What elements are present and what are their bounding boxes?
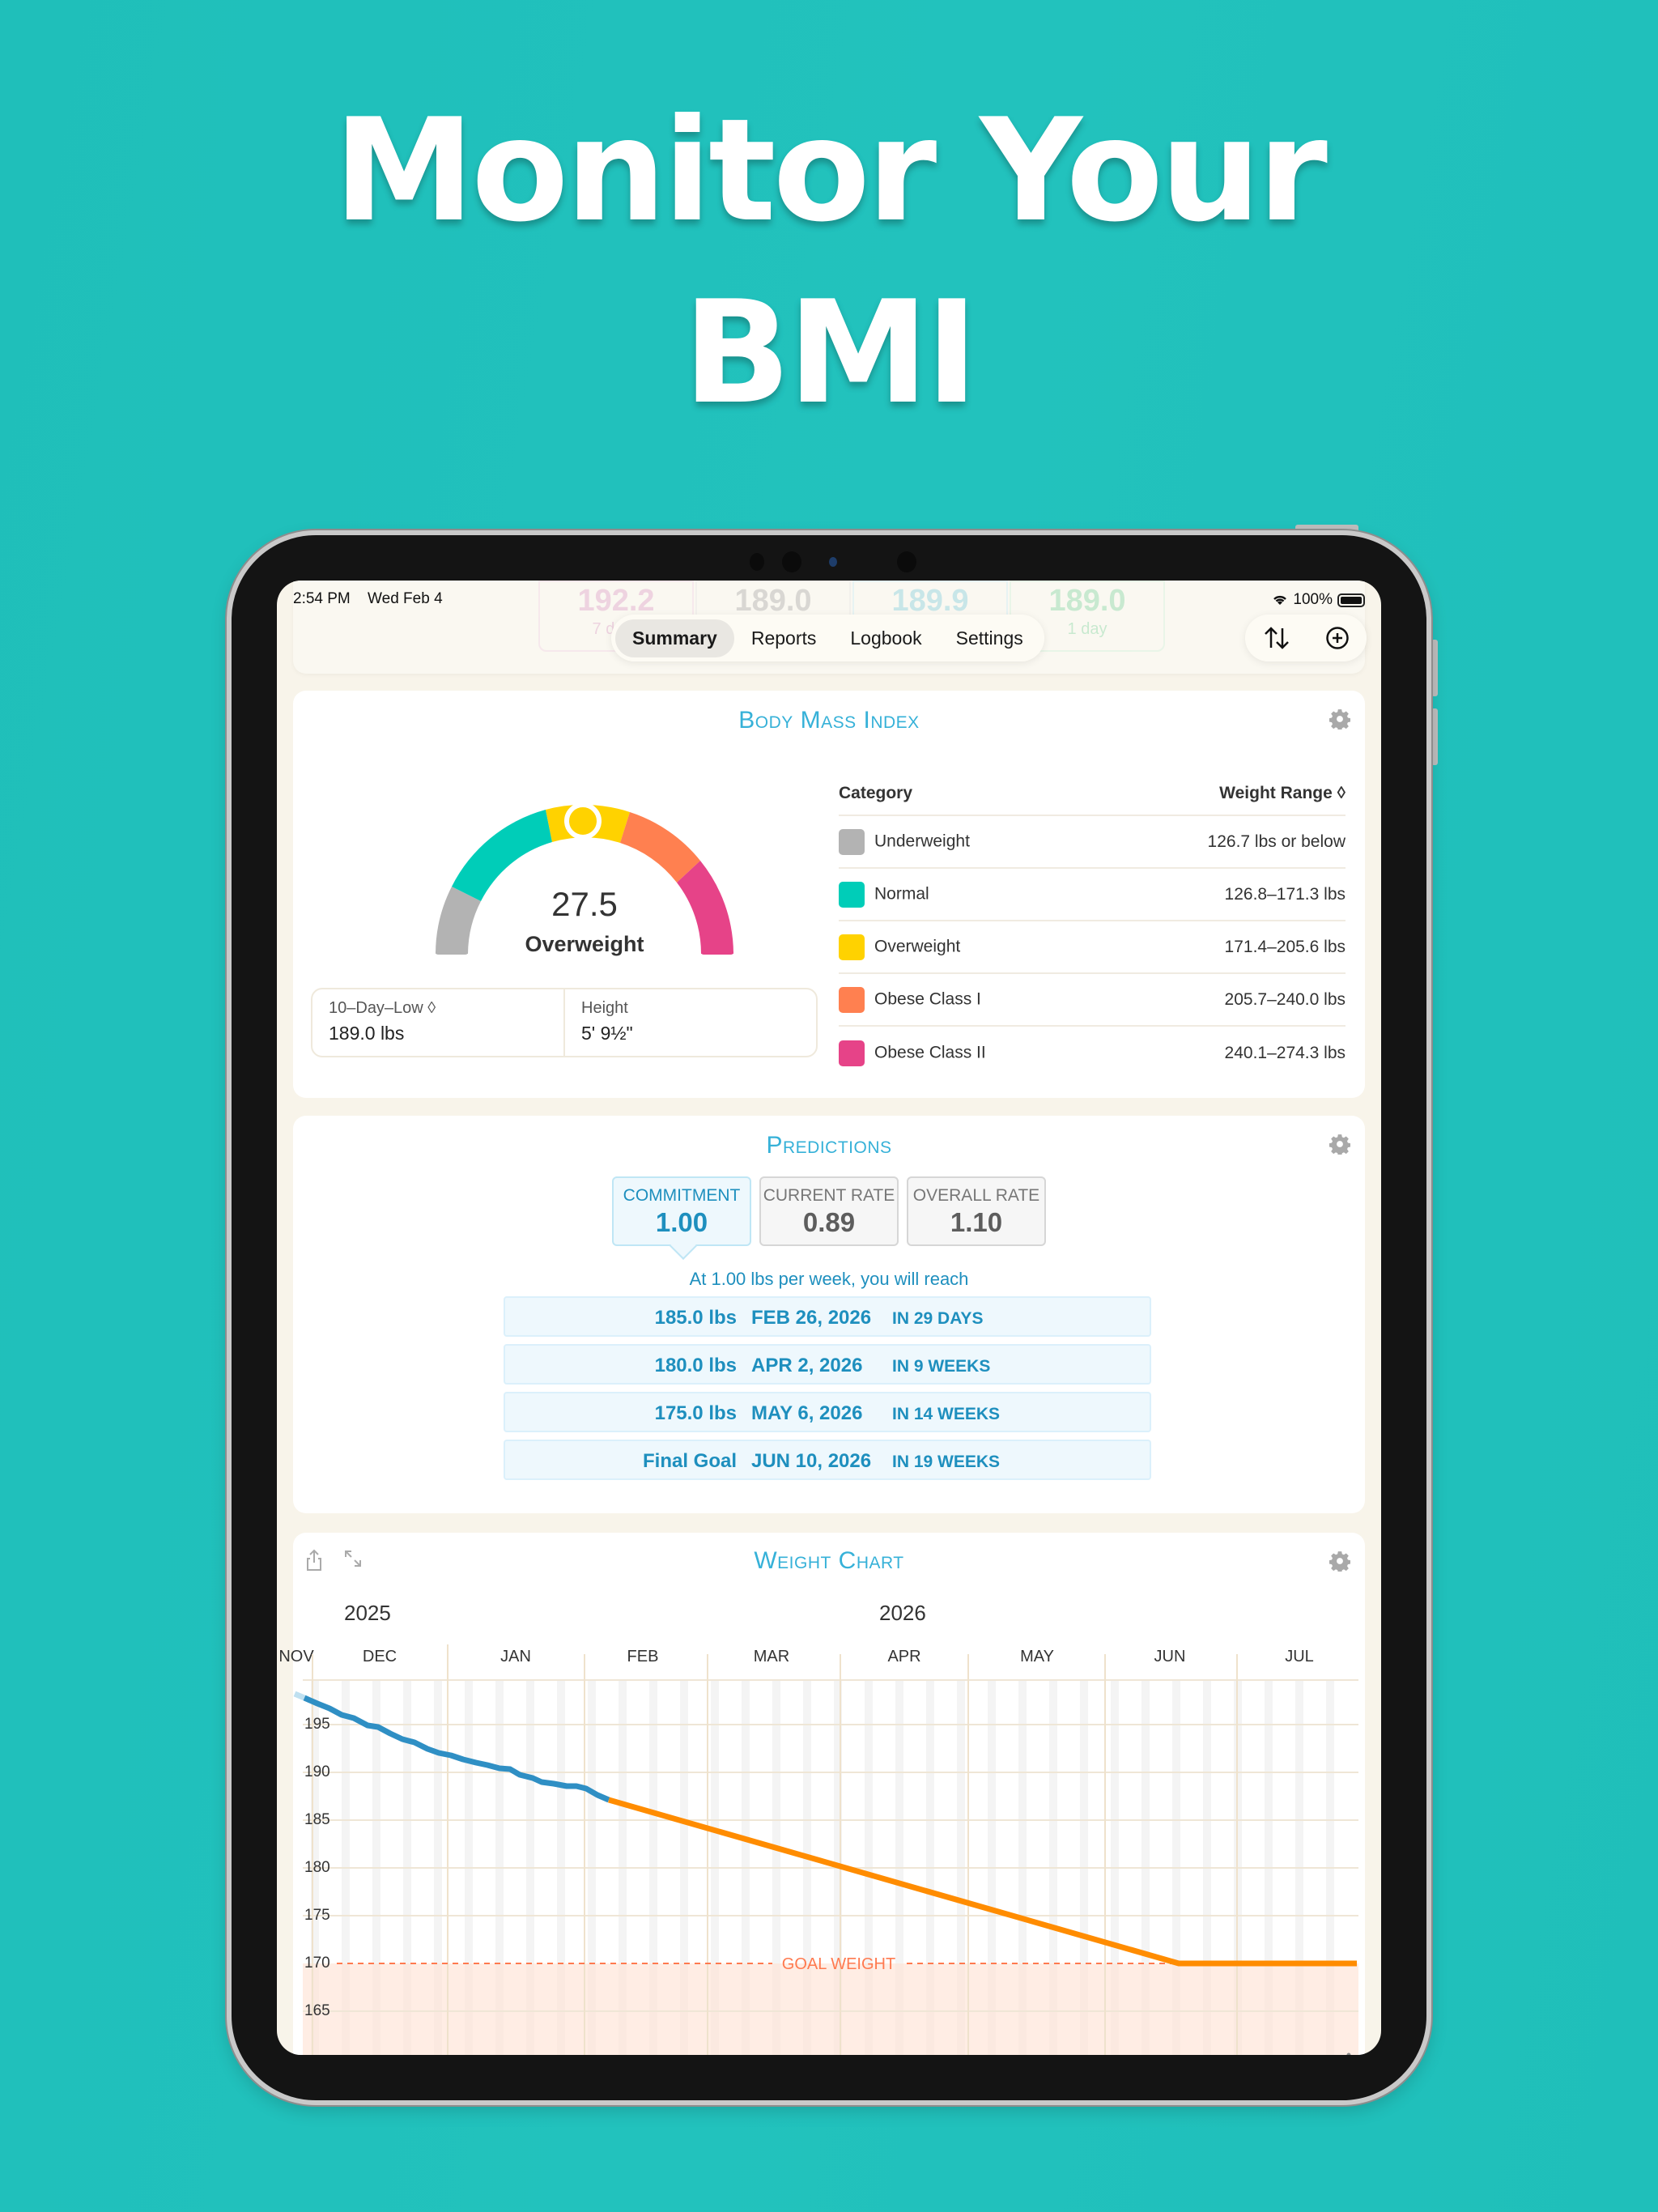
height-field[interactable]: Height 5' 9½" (563, 989, 816, 1056)
prediction-row: 185.0 lbs FEB 26, 2026 IN 29 DAYS (504, 1296, 1151, 1337)
y-tick: 185 (304, 1811, 330, 1828)
gear-icon[interactable] (1329, 708, 1350, 730)
gear-icon[interactable] (1329, 1551, 1350, 1572)
top-button (1295, 525, 1358, 533)
bmi-info-box: 10–Day–Low ◊ 189.0 lbs Height 5' 9½" (311, 988, 818, 1057)
month-label: JUL (1285, 1648, 1314, 1665)
battery-icon (1337, 593, 1365, 607)
camera-sensor (750, 553, 764, 571)
month-label: JAN (500, 1648, 531, 1665)
share-icon[interactable] (304, 1549, 324, 1572)
volume-up-button (1431, 640, 1438, 696)
month-label: FEB (627, 1648, 659, 1665)
wifi-icon (1273, 595, 1287, 605)
year-label: 2026 (879, 1601, 926, 1625)
swatch-obese-2 (839, 1040, 865, 1066)
predictions-title: Predictions (766, 1132, 892, 1159)
camera-sensor (782, 551, 801, 572)
month-label: MAY (1020, 1648, 1054, 1665)
prediction-row: 180.0 lbs APR 2, 2026 IN 9 WEEKS (504, 1344, 1151, 1385)
bmi-card: Body Mass Index 27.5 Overweight 10–Day–L… (293, 691, 1365, 1098)
prediction-row: Final Goal JUN 10, 2026 IN 19 WEEKS (504, 1440, 1151, 1480)
headline-line-1: Monitor Your (334, 89, 1328, 253)
volume-down-button (1431, 708, 1438, 765)
bmi-category: Overweight (525, 932, 644, 956)
y-tick: 195 (304, 1716, 330, 1733)
month-label: DEC (362, 1648, 397, 1665)
swatch-normal (839, 881, 865, 908)
y-tick: 165 (304, 2002, 330, 2019)
expand-icon[interactable] (343, 1549, 363, 1568)
tab-bar: Summary Reports Logbook Settings (611, 615, 1044, 661)
tab-settings[interactable]: Settings (955, 627, 1023, 649)
prediction-row: 175.0 lbs MAY 6, 2026 IN 14 WEEKS (504, 1392, 1151, 1432)
bmi-value: 27.5 (551, 885, 618, 923)
rate-selector: COMMITMENT 1.00 CURRENT RATE 0.89 OVERAL… (293, 1176, 1365, 1246)
status-time: 2:54 PM (293, 590, 351, 607)
bmi-category-table: Category Weight Range ◊ Underweight 126.… (839, 772, 1346, 1079)
bmi-gauge (436, 802, 733, 955)
bmi-card-title: Body Mass Index (738, 707, 920, 734)
commitment-rate-button[interactable]: COMMITMENT 1.00 (612, 1176, 751, 1246)
y-tick: 180 (304, 1859, 330, 1876)
table-row: Obese Class I 205.7–240.0 lbs (839, 974, 1346, 1027)
overall-rate-button[interactable]: OVERALL RATE 1.10 (907, 1176, 1046, 1246)
gear-icon[interactable] (1329, 1134, 1350, 1155)
month-label: JUN (1154, 1648, 1186, 1665)
tab-summary[interactable]: Summary (615, 619, 734, 657)
add-circle-icon[interactable] (1325, 626, 1350, 650)
ten-day-low-selector[interactable]: 10–Day–Low ◊ 189.0 lbs (329, 999, 436, 1044)
camera-sensor (897, 551, 916, 572)
y-tick: 170 (304, 1955, 330, 1972)
table-row: Underweight 126.7 lbs or below (839, 816, 1346, 869)
swatch-overweight (839, 934, 865, 960)
goal-weight-label: GOAL WEIGHT (782, 1955, 895, 1973)
battery-percent: 100% (1293, 591, 1333, 608)
predictions-card: Predictions COMMITMENT 1.00 CURRENT RATE… (293, 1116, 1365, 1513)
front-camera (829, 557, 837, 567)
status-bar: 2:54 PM Wed Feb 4 100% (293, 590, 1365, 610)
toolbar-actions (1245, 615, 1367, 661)
table-header: Category Weight Range ◊ (839, 772, 1346, 816)
weight-chart-card: Weight Chart 2025 2026 NOV DEC JAN FEB M… (278, 1533, 1365, 2055)
weight-range-sort[interactable]: Weight Range ◊ (1219, 783, 1346, 802)
stat-card[interactable]: 189.0 1 day (1010, 581, 1165, 652)
table-row: Overweight 171.4–205.6 lbs (839, 921, 1346, 974)
weight-chart-title: Weight Chart (754, 1547, 904, 1574)
y-tick: 175 (304, 1907, 330, 1924)
table-row: Normal 126.8–171.3 lbs (839, 869, 1346, 921)
headline-line-2: BMI (682, 271, 979, 436)
tab-reports[interactable]: Reports (750, 627, 817, 649)
month-label: MAR (753, 1648, 790, 1665)
table-row: Obese Class II 240.1–274.3 lbs (839, 1027, 1346, 1079)
month-label: NOV (278, 1648, 314, 1665)
year-label: 2025 (344, 1601, 391, 1625)
prediction-caption: At 1.00 lbs per week, you will reach (689, 1269, 969, 1289)
sort-arrows-icon[interactable] (1263, 625, 1290, 651)
y-tick: 190 (304, 1763, 330, 1780)
app-screen: 192.2 7 days 189.0 189.9 189.0 1 day 2:5… (277, 581, 1381, 2055)
month-label: APR (887, 1648, 921, 1665)
weight-chart-plot: GOAL WEIGHT (293, 1644, 1358, 2055)
current-rate-button[interactable]: CURRENT RATE 0.89 (759, 1176, 899, 1246)
swatch-underweight (839, 828, 865, 855)
status-date: Wed Feb 4 (368, 590, 443, 607)
swatch-obese-1 (839, 986, 865, 1013)
tab-logbook[interactable]: Logbook (850, 627, 922, 649)
